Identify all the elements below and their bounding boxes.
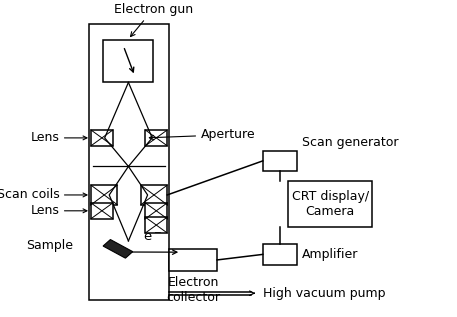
Polygon shape xyxy=(103,240,133,258)
Bar xyxy=(169,249,217,271)
Bar xyxy=(89,24,169,300)
Bar xyxy=(141,185,167,205)
Text: Electron
collector: Electron collector xyxy=(166,276,220,304)
Bar xyxy=(263,244,297,265)
Text: Aperture: Aperture xyxy=(149,128,256,141)
Text: Lens: Lens xyxy=(31,204,59,217)
Bar xyxy=(263,151,297,171)
Text: Electron gun: Electron gun xyxy=(113,3,193,36)
Text: CRT display/
Camera: CRT display/ Camera xyxy=(292,190,369,218)
Bar xyxy=(91,203,113,219)
Text: e$^-$: e$^-$ xyxy=(143,231,162,244)
Bar xyxy=(145,203,167,219)
Text: Lens: Lens xyxy=(31,131,59,145)
Bar xyxy=(91,130,113,146)
Bar xyxy=(91,185,117,205)
Text: Amplifier: Amplifier xyxy=(302,248,358,261)
Bar xyxy=(103,40,153,82)
Text: High vacuum pump: High vacuum pump xyxy=(263,287,385,300)
Text: Scan generator: Scan generator xyxy=(302,136,398,149)
Bar xyxy=(288,181,372,227)
Text: Sample: Sample xyxy=(26,239,73,252)
Bar xyxy=(145,217,167,233)
Text: Scan coils: Scan coils xyxy=(0,188,59,202)
Bar xyxy=(145,130,167,146)
